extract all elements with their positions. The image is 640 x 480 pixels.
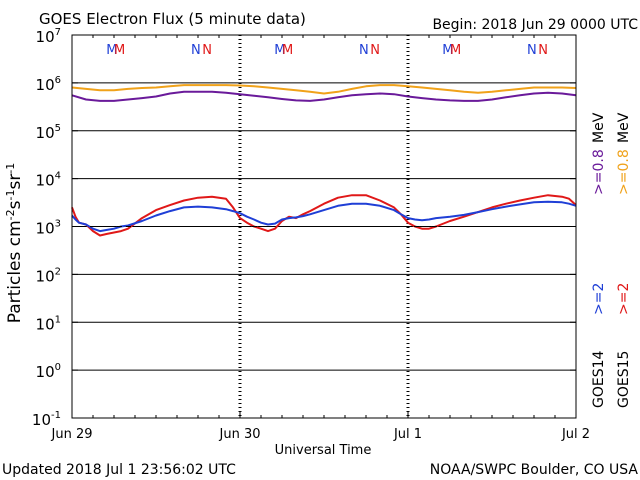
marker-1: M [114,43,125,58]
begin-date: Begin: 2018 Jun 29 0000 UTC [432,17,638,33]
ytick-label-1e4: 104 [36,171,61,190]
xtick-label-0: Jun 29 [51,427,93,442]
ytick-exponent: 4 [55,171,61,182]
ytick-label-1e-1: 10-1 [32,410,61,429]
marker-8: M [442,43,453,58]
ytick-exponent: 0 [55,362,61,373]
marker-2: N [191,43,201,58]
ytick-base: 10 [36,267,55,285]
legend-unit-0-1: MeV [616,112,632,143]
marker-letters: MM N N MM N N MM N N [106,43,548,58]
marker-6: N [359,43,369,58]
legend-text-1-1: >=2 [616,283,632,315]
legend-text-2-0: GOES14 [591,350,607,408]
legend: >=0.8 >=0.8 MeV MeV >=2 >=2 GOES14 GOES15 [591,112,632,408]
y-axis-label-part3: sr [5,174,25,190]
ytick-label-1e1: 101 [36,314,61,333]
updated-timestamp: Updated 2018 Jul 1 23:56:02 UTC [2,462,236,478]
ytick-label-1e2: 102 [36,266,61,285]
x-tick-labels: Jun 29 Jun 30 Jul 1 Jul 2 [51,35,590,442]
xtick-label-2: Jul 1 [393,427,422,442]
ytick-exponent: 2 [55,266,61,277]
legend-text-1-0: >=2 [591,283,607,315]
ytick-label-1e0: 100 [36,362,61,381]
legend-unit-0-0: MeV [591,112,607,143]
xtick-label-1: Jun 30 [219,427,261,442]
ytick-exponent: 7 [55,27,61,38]
ytick-base: 10 [36,124,55,142]
y-axis-label-sup3: -1 [4,163,17,174]
ytick-exponent: 6 [55,75,61,86]
marker-3: N [202,43,212,58]
ytick-base: 10 [36,76,55,94]
series-goes15_low [71,84,577,95]
legend-text-0-0: >=0.8 [591,149,607,195]
ytick-base: 10 [32,411,51,429]
marker-0: M [106,43,117,58]
series-goes14_low [71,90,577,102]
y-axis-label-part1: Particles cm [5,220,25,323]
marker-4: M [274,43,285,58]
series-goes14_high [71,200,577,233]
ytick-base: 10 [36,363,55,381]
marker-11: N [538,43,548,58]
y-axis-label-sup2: -1 [4,190,17,201]
ytick-label-1e3: 103 [36,219,61,238]
source-credit: NOAA/SWPC Boulder, CO USA [430,462,639,478]
ytick-label-1e6: 106 [36,75,61,94]
chart-title: GOES Electron Flux (5 minute data) [39,10,306,28]
legend-text-0-1: >=0.8 [616,149,632,195]
xtick-label-3: Jul 2 [561,427,590,442]
ytick-exponent: 3 [55,219,61,230]
ytick-exponent: -1 [51,410,61,421]
ytick-exponent: 1 [55,314,61,325]
marker-5: M [282,43,293,58]
ytick-base: 10 [36,220,55,238]
marker-9: M [450,43,461,58]
y-axis-label-part2: s [5,200,25,209]
marker-10: N [527,43,537,58]
ytick-base: 10 [36,315,55,333]
legend-text-2-1: GOES15 [616,351,632,408]
ytick-label-1e7: 107 [36,27,61,46]
ytick-base: 10 [36,172,55,190]
data-series [71,84,577,237]
y-axis-label: Particles cm-2s-1sr-1 [4,163,25,324]
ytick-base: 10 [36,28,55,46]
x-axis-label: Universal Time [275,443,372,458]
marker-7: N [370,43,380,58]
ytick-exponent: 5 [55,123,61,134]
ytick-label-1e5: 105 [36,123,61,142]
y-axis-label-sup1: -2 [4,209,17,220]
series-goes15_high [71,194,577,237]
